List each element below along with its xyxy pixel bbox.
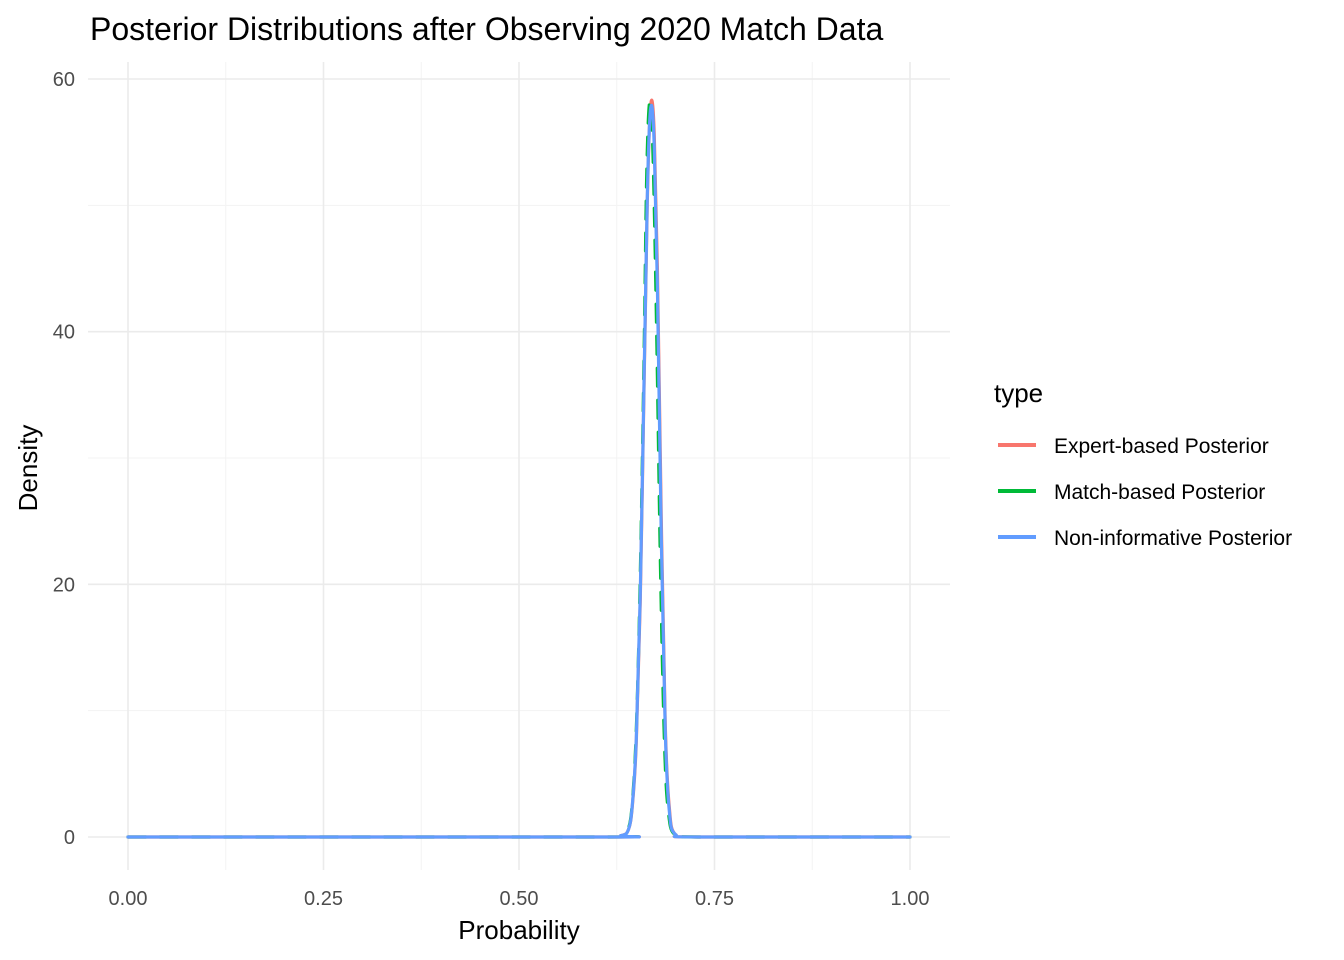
- y-tick-label: 60: [53, 69, 75, 91]
- plot-series: [126, 98, 912, 839]
- y-axis-ticks: 0 20 40 60: [53, 69, 75, 849]
- x-tick-label: 0.25: [304, 888, 343, 910]
- series-line-non-informative-posterior: [126, 103, 912, 839]
- x-tick-label: 0.50: [500, 888, 539, 910]
- legend-label-match-based-posterior: Match-based Posterior: [1054, 481, 1265, 504]
- legend: type Expert-based Posterior Match-based P…: [994, 378, 1292, 550]
- x-axis-title: Probability: [458, 915, 579, 945]
- y-tick-label: 0: [64, 827, 75, 849]
- legend-label-non-informative-posterior: Non-informative Posterior: [1054, 527, 1292, 550]
- chart-title: Posterior Distributions after Observing …: [90, 11, 883, 47]
- x-tick-label: 0.00: [109, 888, 148, 910]
- legend-label-expert-based-posterior: Expert-based Posterior: [1054, 435, 1269, 458]
- grid: [88, 62, 950, 870]
- x-axis-ticks: 0.00 0.25 0.50 0.75 1.00: [109, 888, 930, 910]
- legend-title: type: [994, 378, 1043, 408]
- x-tick-label: 1.00: [891, 888, 930, 910]
- y-tick-label: 20: [53, 574, 75, 596]
- y-axis-title: Density: [13, 425, 43, 512]
- y-tick-label: 40: [53, 322, 75, 344]
- x-tick-label: 0.75: [695, 888, 734, 910]
- legend-items: Expert-based Posterior Match-based Poster…: [998, 435, 1292, 550]
